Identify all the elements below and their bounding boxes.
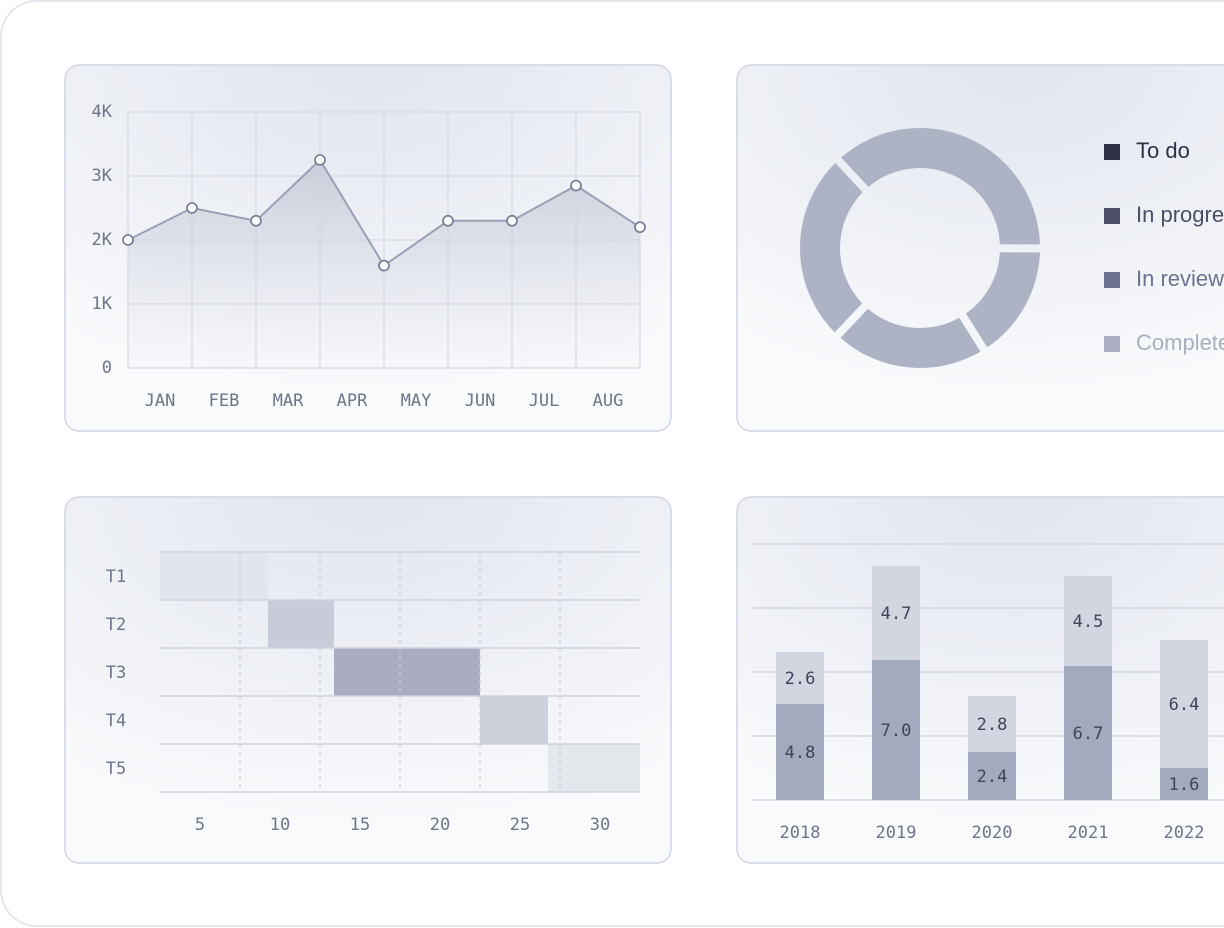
task-bar bbox=[160, 552, 268, 600]
task-bar bbox=[268, 600, 334, 648]
task-bar bbox=[548, 744, 640, 792]
bar-segment bbox=[1160, 768, 1208, 800]
point bbox=[442, 214, 454, 227]
legend-label: In review bbox=[1136, 266, 1224, 291]
task-bar bbox=[480, 696, 548, 744]
donut-segment bbox=[965, 252, 1040, 348]
x-tick-label: 15 bbox=[350, 815, 370, 835]
bar-segment bbox=[776, 704, 824, 800]
y-tick-label: 3K bbox=[92, 166, 113, 186]
legend-swatch bbox=[1104, 272, 1120, 288]
value-label: 6.7 bbox=[1073, 724, 1104, 744]
x-tick-label: 2022 bbox=[1164, 823, 1205, 843]
point bbox=[634, 221, 646, 234]
value-label: 4.5 bbox=[1073, 612, 1104, 632]
value-label: 2.6 bbox=[785, 669, 816, 689]
x-tick-label: JUN bbox=[465, 391, 496, 411]
y-tick-label: T4 bbox=[106, 711, 126, 731]
x-tick-label: 20 bbox=[430, 815, 450, 835]
legend-swatch bbox=[1104, 208, 1120, 224]
legend-label: Completed bbox=[1136, 330, 1224, 355]
point bbox=[122, 234, 134, 246]
x-tick-label: AUG bbox=[593, 391, 624, 411]
y-tick-label: T2 bbox=[106, 615, 126, 635]
value-label: 6.4 bbox=[1169, 695, 1200, 715]
legend-label: In progress bbox=[1136, 202, 1224, 227]
x-tick-label: MAR bbox=[273, 391, 304, 411]
legend-swatch bbox=[1104, 144, 1120, 160]
bar-segment bbox=[1160, 640, 1208, 768]
point bbox=[378, 259, 390, 272]
point bbox=[506, 214, 518, 227]
value-label: 1.6 bbox=[1169, 775, 1200, 795]
point bbox=[314, 154, 326, 166]
value-label: 4.8 bbox=[785, 743, 816, 763]
value-label: 2.8 bbox=[977, 715, 1008, 735]
y-tick-label: 2K bbox=[92, 230, 113, 250]
legend-label: To do bbox=[1136, 138, 1190, 163]
x-tick-label: 25 bbox=[510, 815, 530, 835]
x-tick-label: 2020 bbox=[972, 823, 1013, 843]
bar-segment bbox=[968, 752, 1016, 800]
x-tick-label: 30 bbox=[590, 815, 610, 835]
bar-segment bbox=[872, 566, 920, 660]
y-tick-label: T5 bbox=[106, 759, 126, 779]
area bbox=[128, 160, 640, 368]
bar-segment bbox=[968, 696, 1016, 752]
point bbox=[570, 179, 582, 192]
x-tick-label: 2018 bbox=[780, 823, 821, 843]
y-tick-label: 1K bbox=[92, 294, 113, 314]
x-tick-label: 10 bbox=[270, 815, 290, 835]
point bbox=[250, 214, 262, 227]
x-tick-label: MAY bbox=[401, 391, 432, 411]
legend-swatch bbox=[1104, 336, 1120, 352]
x-tick-label: JAN bbox=[145, 391, 176, 411]
x-tick-label: 2021 bbox=[1068, 823, 1109, 843]
point bbox=[186, 202, 198, 214]
donut-segment bbox=[799, 163, 863, 333]
value-label: 7.0 bbox=[881, 721, 912, 741]
x-tick-label: APR bbox=[337, 391, 368, 411]
value-label: 4.7 bbox=[881, 604, 912, 624]
y-tick-label: T1 bbox=[106, 567, 126, 587]
y-tick-label: 0 bbox=[102, 358, 112, 378]
donut-segment bbox=[841, 127, 1040, 245]
y-tick-label: 4K bbox=[92, 102, 113, 122]
donut-segment bbox=[840, 308, 981, 369]
task-bar bbox=[334, 648, 480, 696]
bar-segment bbox=[776, 652, 824, 704]
bar-segment bbox=[872, 660, 920, 800]
x-tick-label: FEB bbox=[209, 391, 240, 411]
y-tick-label: T3 bbox=[106, 663, 126, 683]
x-tick-label: JUL bbox=[529, 391, 560, 411]
x-tick-label: 2019 bbox=[876, 823, 917, 843]
x-tick-label: 5 bbox=[195, 815, 205, 835]
bar-segment bbox=[1064, 576, 1112, 666]
bar-segment bbox=[1064, 666, 1112, 800]
value-label: 2.4 bbox=[977, 767, 1008, 787]
